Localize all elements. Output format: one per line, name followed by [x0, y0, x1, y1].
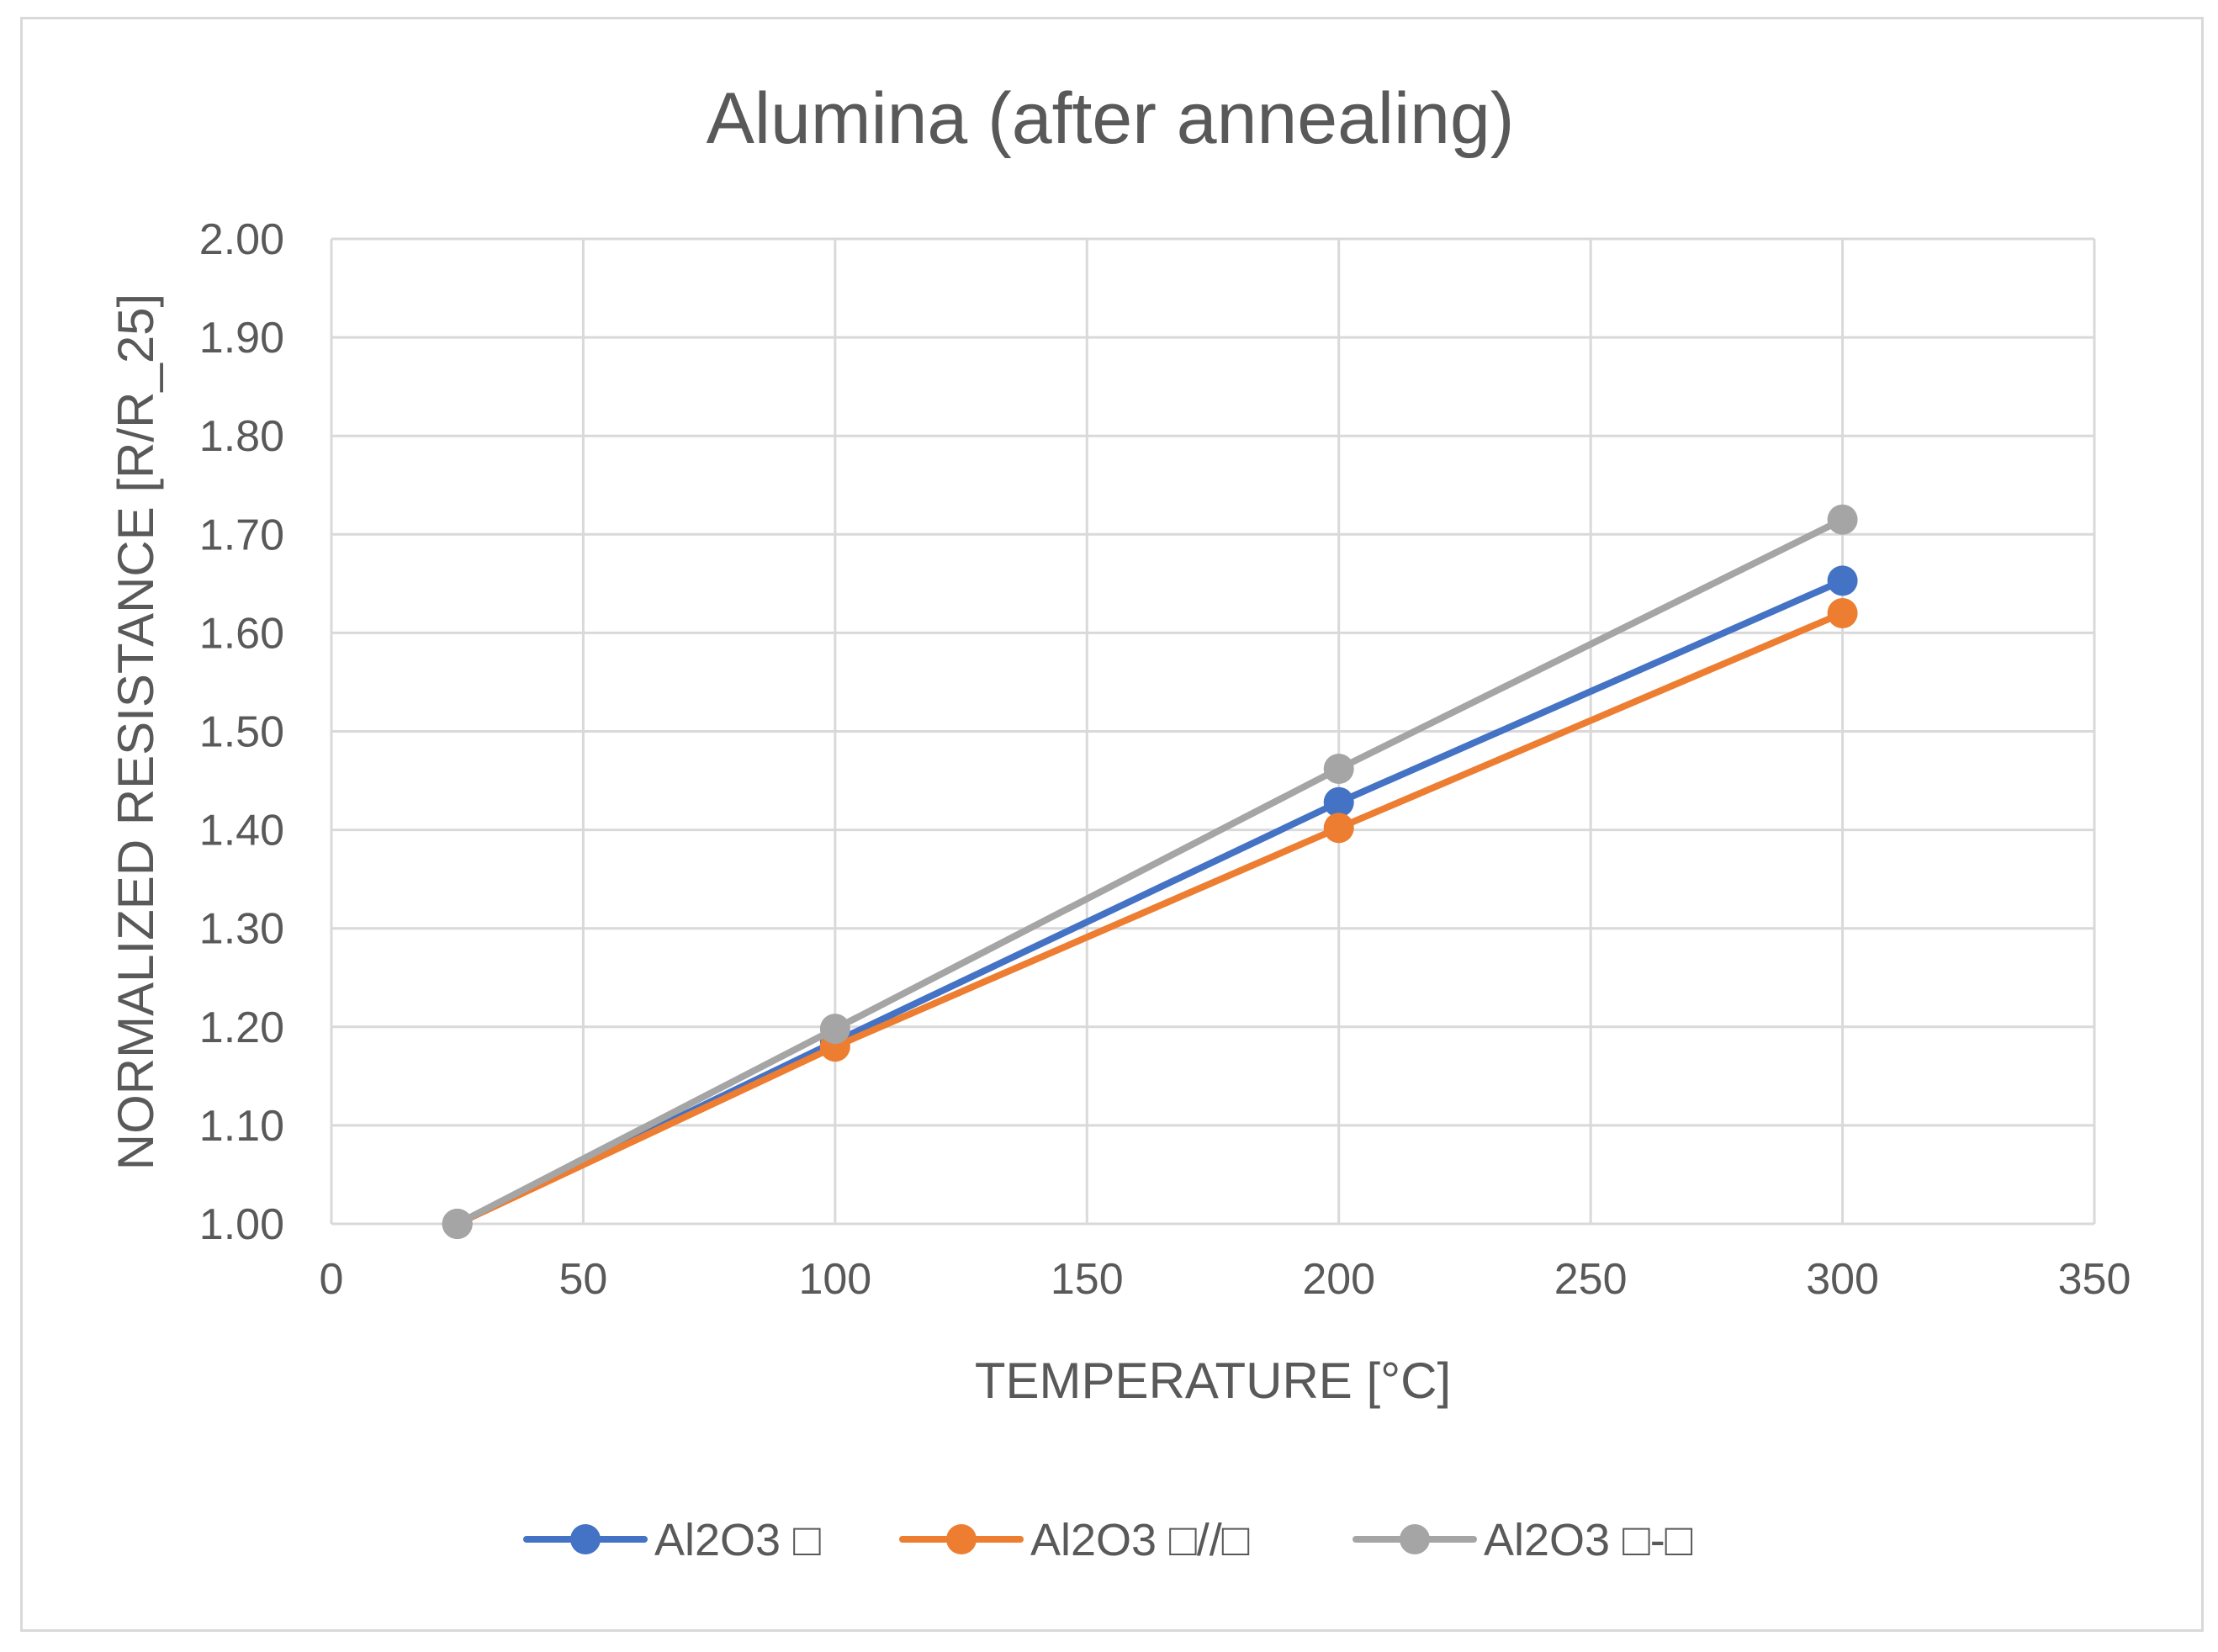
x-tick-label: 50: [559, 1255, 608, 1304]
y-tick-label: 1.70: [199, 511, 284, 559]
series-3: [442, 504, 1858, 1239]
y-tick-label: 1.80: [199, 412, 284, 461]
data-point: [1827, 597, 1858, 628]
y-tick-label: 1.90: [199, 314, 284, 363]
y-tick-label: 1.50: [199, 708, 284, 757]
legend-item: Al2O3 □-□: [1353, 1515, 1693, 1565]
x-tick-label: 300: [1806, 1255, 1879, 1304]
legend-item: Al2O3 □: [523, 1515, 821, 1565]
x-tick-label: 150: [1051, 1255, 1124, 1304]
series-layer: [442, 504, 1858, 1239]
series-1: [442, 565, 1858, 1239]
series-2: [442, 597, 1858, 1239]
data-point: [1323, 753, 1354, 784]
y-axis-title: NORMALIZED RESISTANCE [R/R_25]: [108, 294, 164, 1170]
y-tick-label: 1.00: [199, 1200, 284, 1249]
legend-label: Al2O3 □: [654, 1515, 821, 1565]
chart-title: Alumina (after annealing): [707, 78, 1515, 159]
legend: Al2O3 □ Al2O3 □//□ Al2O3 □-□: [523, 1515, 1693, 1565]
tick-layer: 1.00 1.10 1.20 1.30 1.40 1.50 1.60 1.70 1.80 1.90…: [199, 215, 2131, 1304]
data-point: [442, 1209, 473, 1239]
legend-marker: [570, 1524, 601, 1554]
data-point: [1827, 565, 1858, 596]
x-axis-title: TEMPERATURE [°C]: [975, 1353, 1451, 1409]
data-point: [819, 1014, 850, 1045]
x-tick-label: 250: [1554, 1255, 1628, 1304]
series-line: [453, 516, 1846, 1227]
y-tick-label: 1.30: [199, 905, 284, 954]
grid-layer: [330, 237, 2096, 1226]
series-line: [453, 609, 1846, 1227]
legend-marker: [946, 1524, 977, 1554]
data-point: [1323, 786, 1354, 818]
data-point: [1323, 813, 1354, 844]
chart-frame: [20, 17, 2204, 1632]
legend-marker: [1400, 1524, 1430, 1554]
y-tick-label: 1.10: [199, 1102, 284, 1151]
x-tick-label: 200: [1302, 1255, 1375, 1304]
data-point: [1827, 504, 1858, 535]
legend-label: Al2O3 □//□: [1030, 1515, 1250, 1565]
legend-item: Al2O3 □//□: [899, 1515, 1250, 1565]
y-tick-label: 1.40: [199, 807, 284, 855]
y-tick-label: 1.60: [199, 609, 284, 658]
legend-label: Al2O3 □-□: [1484, 1515, 1693, 1565]
x-tick-label: 100: [798, 1255, 871, 1304]
x-tick-label: 350: [2058, 1255, 2131, 1304]
y-tick-label: 1.20: [199, 1003, 284, 1052]
y-tick-label: 2.00: [199, 215, 284, 264]
x-tick-label: 0: [320, 1255, 344, 1304]
